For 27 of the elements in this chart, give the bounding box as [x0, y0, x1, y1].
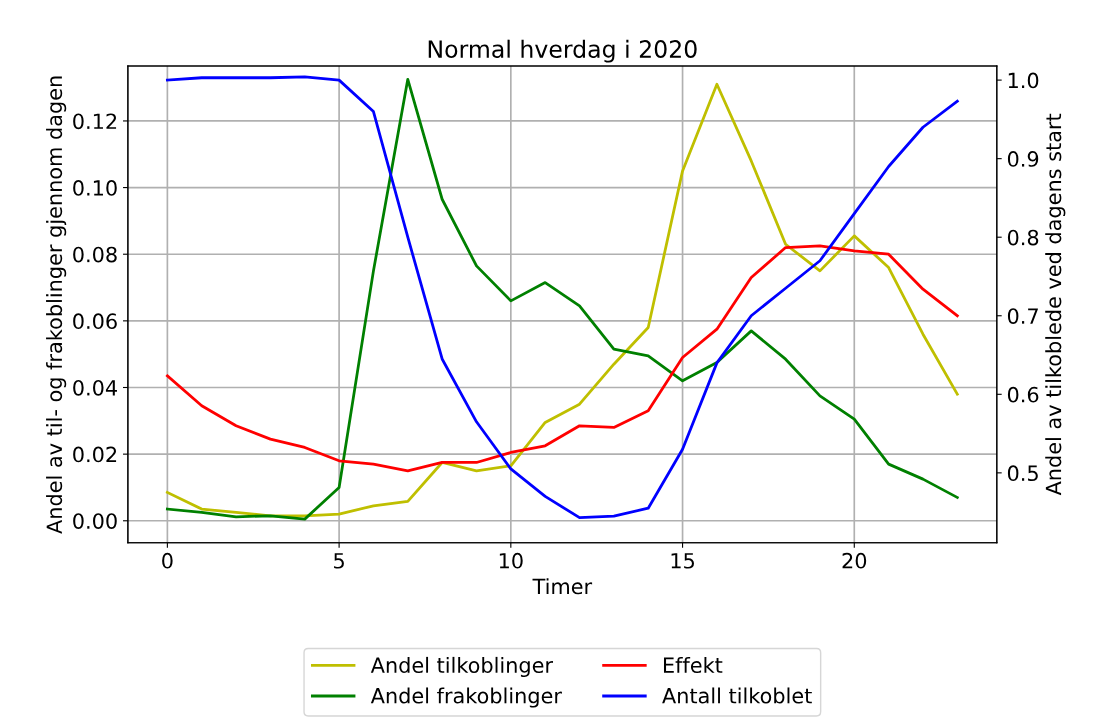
- legend-label: Effekt: [663, 656, 723, 674]
- y-tick-label: 0.02: [73, 446, 117, 463]
- x-tick-label: 5: [334, 553, 344, 569]
- x-tick-label: 0: [162, 552, 173, 569]
- y-tick-label: 0.10: [73, 180, 117, 196]
- y2-tick-label: 0.5: [1007, 465, 1038, 482]
- y2-tick-label: 0.8: [1007, 229, 1039, 246]
- y2-tick-label: 0.6: [1007, 386, 1039, 403]
- y-axis-title: Andel av til- og frakoblinger gjennom dagen: [46, 76, 67, 534]
- y-tick-label: 0.06: [73, 313, 117, 330]
- legend-label: Antall tilkoblet: [662, 687, 812, 704]
- y-tick-label: 0.08: [73, 246, 117, 263]
- x-axis-title: Timer: [532, 578, 593, 595]
- y2-axis-title: Andel av tilkoblede ved dagens start: [1045, 113, 1066, 496]
- line-series: [165, 244, 959, 473]
- legend-label: Andel frakoblinger: [370, 687, 562, 708]
- y2-tick-label: 0.9: [1007, 151, 1039, 167]
- y-tick-label: 0.04: [73, 379, 117, 396]
- x-tick-label: 20: [842, 552, 867, 569]
- chart-title: Normal hverdag i 2020: [428, 39, 697, 63]
- y-tick-label: 0.12: [73, 113, 117, 130]
- legend-label: Andel tilkoblinger: [370, 656, 554, 678]
- y2-tick-label: 0.7: [1007, 308, 1038, 324]
- y-tick-label: 0.00: [73, 513, 117, 529]
- x-tick-label: 15: [671, 553, 694, 569]
- x-tick-label: 10: [499, 552, 523, 569]
- y2-tick-label: 1.0: [1008, 72, 1039, 89]
